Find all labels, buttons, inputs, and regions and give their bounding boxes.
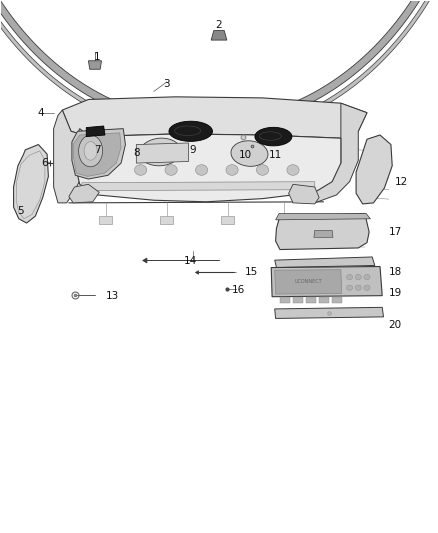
Ellipse shape	[195, 165, 208, 175]
Text: 17: 17	[389, 227, 402, 237]
Text: 13: 13	[106, 290, 119, 301]
Polygon shape	[53, 110, 88, 203]
Polygon shape	[99, 216, 113, 224]
Ellipse shape	[256, 165, 268, 175]
Polygon shape	[82, 182, 315, 191]
Text: 14: 14	[184, 256, 198, 266]
Text: 16: 16	[232, 285, 245, 295]
Text: 2: 2	[215, 20, 223, 30]
Polygon shape	[306, 297, 316, 303]
Polygon shape	[271, 266, 382, 297]
Polygon shape	[14, 144, 48, 223]
Polygon shape	[276, 214, 371, 220]
Polygon shape	[319, 297, 328, 303]
Polygon shape	[289, 184, 319, 204]
Polygon shape	[275, 257, 375, 268]
Ellipse shape	[165, 165, 177, 175]
Polygon shape	[69, 184, 99, 203]
Ellipse shape	[134, 165, 147, 175]
Polygon shape	[275, 270, 342, 294]
Text: 15: 15	[245, 267, 258, 277]
Polygon shape	[72, 128, 125, 179]
Polygon shape	[136, 143, 188, 163]
Ellipse shape	[169, 121, 212, 141]
Polygon shape	[0, 0, 438, 128]
Text: 3: 3	[163, 78, 170, 88]
Polygon shape	[75, 128, 341, 202]
Text: UCONNECT: UCONNECT	[294, 279, 322, 285]
Ellipse shape	[140, 138, 181, 166]
Text: 10: 10	[239, 150, 252, 160]
Polygon shape	[86, 126, 105, 136]
Ellipse shape	[355, 274, 361, 280]
Text: 6: 6	[42, 158, 48, 168]
Text: 8: 8	[133, 148, 140, 158]
Ellipse shape	[346, 274, 353, 280]
Text: 19: 19	[389, 288, 402, 298]
Ellipse shape	[226, 165, 238, 175]
Ellipse shape	[79, 135, 102, 167]
Polygon shape	[314, 230, 333, 237]
Ellipse shape	[287, 165, 299, 175]
Text: 7: 7	[94, 145, 100, 155]
Ellipse shape	[84, 142, 97, 160]
Text: 12: 12	[395, 176, 408, 187]
Ellipse shape	[355, 285, 361, 290]
Polygon shape	[221, 216, 234, 224]
Text: 4: 4	[37, 108, 44, 118]
Ellipse shape	[364, 285, 370, 290]
Polygon shape	[211, 30, 227, 40]
Text: 18: 18	[389, 267, 402, 277]
Polygon shape	[332, 297, 342, 303]
Polygon shape	[315, 103, 367, 203]
Ellipse shape	[364, 274, 370, 280]
Polygon shape	[280, 297, 290, 303]
Polygon shape	[275, 308, 384, 318]
Text: 20: 20	[389, 320, 402, 330]
Polygon shape	[88, 61, 102, 69]
Text: 5: 5	[18, 206, 24, 216]
Text: 1: 1	[94, 52, 100, 62]
Polygon shape	[0, 0, 438, 138]
Polygon shape	[356, 135, 392, 204]
Ellipse shape	[231, 141, 268, 166]
Text: 11: 11	[269, 150, 282, 160]
Polygon shape	[293, 297, 303, 303]
Polygon shape	[278, 216, 291, 224]
Polygon shape	[276, 214, 369, 249]
Text: 9: 9	[190, 145, 196, 155]
Ellipse shape	[346, 285, 353, 290]
Ellipse shape	[255, 127, 292, 146]
Polygon shape	[160, 216, 173, 224]
Polygon shape	[62, 97, 367, 138]
Polygon shape	[74, 133, 121, 176]
